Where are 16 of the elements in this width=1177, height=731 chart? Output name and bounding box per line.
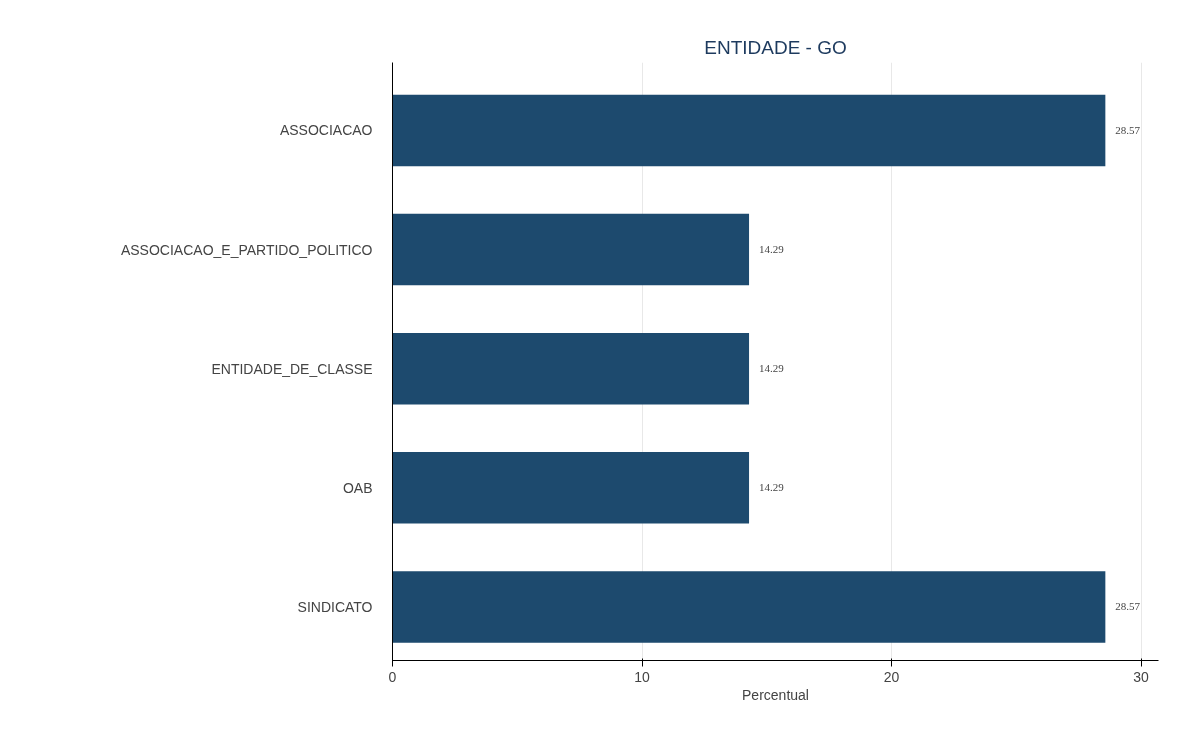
chart-title: ENTIDADE - GO bbox=[704, 36, 847, 58]
y-tick-label: SINDICATO bbox=[297, 598, 373, 615]
data-label: 14.29 bbox=[759, 481, 785, 494]
x-tick-label: 30 bbox=[1133, 668, 1150, 685]
y-tick-label: ASSOCIACAO bbox=[279, 122, 373, 139]
x-axis-title: Percentual bbox=[742, 686, 809, 703]
x-tick-label: 10 bbox=[634, 668, 651, 685]
y-tick-label: ENTIDADE_DE_CLASSE bbox=[211, 360, 373, 377]
data-label: 14.29 bbox=[759, 362, 785, 375]
x-tick-label: 0 bbox=[388, 668, 397, 685]
data-label: 14.29 bbox=[759, 243, 785, 256]
x-tick-label: 20 bbox=[883, 668, 900, 685]
data-label: 28.57 bbox=[1115, 123, 1141, 136]
y-tick-label: ASSOCIACAO_E_PARTIDO_POLITICO bbox=[120, 241, 373, 258]
data-label: 28.57 bbox=[1115, 600, 1141, 613]
y-tick-label: OAB bbox=[342, 479, 373, 496]
